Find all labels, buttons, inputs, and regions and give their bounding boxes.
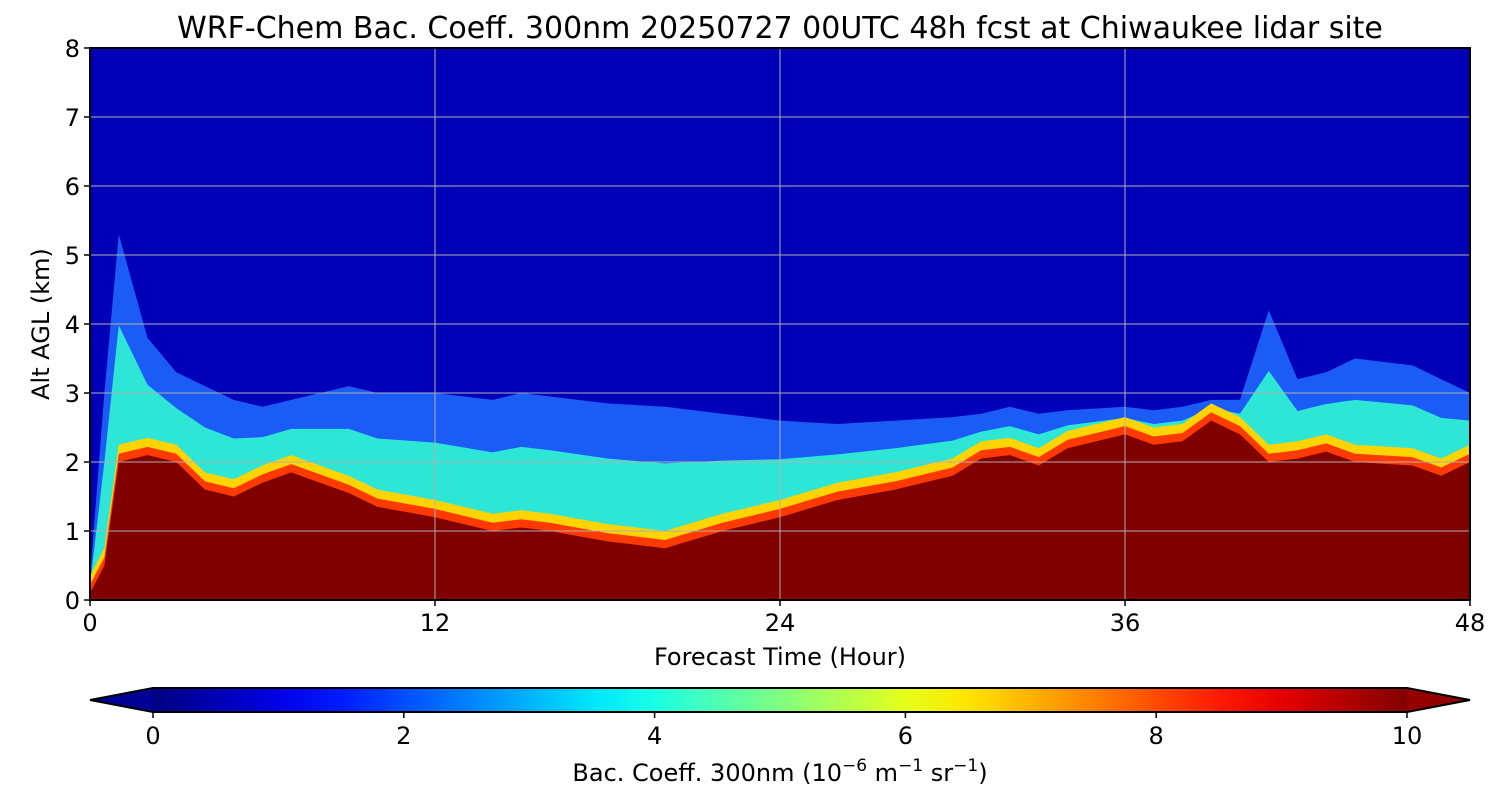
- colorbar-tick-label: 0: [145, 722, 160, 750]
- x-tick-label: 0: [82, 609, 97, 637]
- chart-title: WRF-Chem Bac. Coeff. 300nm 20250727 00UT…: [177, 11, 1383, 46]
- colorbar-label-mid: m: [867, 759, 898, 787]
- colorbar-tick-label: 10: [1392, 722, 1423, 750]
- y-tick-label: 6: [65, 173, 80, 201]
- colorbar-extend-min: [90, 688, 153, 712]
- colorbar-gradient: [153, 688, 1407, 712]
- colorbar-tick-label: 8: [1149, 722, 1164, 750]
- y-tick-label: 1: [65, 518, 80, 546]
- colorbar-label-mid2: sr: [923, 759, 953, 787]
- x-axis-label: Forecast Time (Hour): [654, 643, 906, 671]
- y-axis-label: Alt AGL (km): [27, 248, 55, 400]
- y-tick-label: 5: [65, 242, 80, 270]
- gridlines: [90, 48, 1470, 600]
- colorbar-label-main: Bac. Coeff. 300nm (10: [572, 759, 842, 787]
- colorbar-label: Bac. Coeff. 300nm (10−6 m−1 sr−1): [572, 756, 987, 787]
- y-tick-label: 4: [65, 311, 80, 339]
- colorbar-label-exp3: −1: [953, 756, 978, 776]
- y-tick-label: 0: [65, 587, 80, 615]
- colorbar-ticks: 0 2 4 6 8 10: [145, 712, 1422, 750]
- y-tick-label: 3: [65, 380, 80, 408]
- x-tick-label: 36: [1110, 609, 1141, 637]
- colorbar: [89, 687, 1471, 713]
- colorbar-label-exp1: −6: [842, 756, 867, 776]
- x-axis: 0 12 24 36 48: [82, 600, 1485, 637]
- colorbar-label-exp2: −1: [898, 756, 923, 776]
- colorbar-tick-label: 2: [396, 722, 411, 750]
- colorbar-tick-label: 6: [898, 722, 913, 750]
- y-tick-label: 8: [65, 35, 80, 63]
- x-tick-label: 48: [1455, 609, 1486, 637]
- x-tick-label: 24: [765, 609, 796, 637]
- y-tick-label: 7: [65, 104, 80, 132]
- y-tick-label: 2: [65, 449, 80, 477]
- colorbar-tick-label: 4: [647, 722, 662, 750]
- colorbar-label-end: ): [978, 759, 987, 787]
- y-axis: 0 1 2 3 4 5 6 7 8: [65, 35, 90, 615]
- colorbar-extend-max: [1407, 688, 1470, 712]
- x-tick-label: 12: [420, 609, 451, 637]
